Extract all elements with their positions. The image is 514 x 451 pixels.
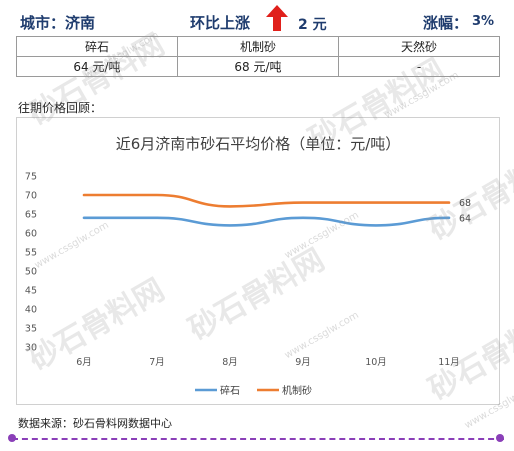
y-tick-label: 30 [25,343,37,354]
y-tick-label: 60 [25,229,37,240]
table-header-row: 碎石 机制砂 天然砂 [16,36,500,57]
up-arrow-icon [266,5,288,31]
divider-dot [8,434,16,442]
y-tick-label: 50 [25,267,37,278]
table-header-cell: 碎石 [16,36,178,57]
trend-label: 环比上涨 [190,14,251,32]
chart-title: 近6月济南市砂石平均价格（单位：元/吨） [116,135,401,153]
y-tick-label: 45 [25,286,37,297]
y-tick-label: 75 [25,172,37,183]
x-tick-label: 11月 [438,357,460,368]
table-header-cell: 天然砂 [338,36,500,57]
x-tick-label: 6月 [76,357,92,368]
city-label: 城市：济南 [20,14,96,32]
table-cell: 64 元/吨 [16,56,178,77]
divider [12,438,504,440]
y-tick-label: 55 [25,248,37,259]
data-label: 68 [459,198,471,209]
legend-label: 机制砂 [282,384,312,397]
change-value: 2 元 [298,17,327,33]
y-tick-label: 65 [25,210,37,221]
x-tick-label: 10月 [365,357,387,368]
y-tick-label: 35 [25,324,37,335]
legend-label: 碎石 [220,384,240,397]
x-tick-label: 7月 [149,357,165,368]
y-tick-label: 40 [25,305,37,316]
history-label: 往期价格回顾： [18,101,103,115]
divider-dot [496,434,504,442]
table-cell: - [338,56,500,77]
x-tick-label: 9月 [295,357,311,368]
range-value: 3% [472,14,495,29]
series-line-machine-sand [82,193,451,208]
y-tick-label: 70 [25,191,37,202]
range-label: 涨幅： [423,14,469,32]
table-header-cell: 机制砂 [177,36,339,57]
x-tick-label: 8月 [222,357,238,368]
series-line-crushed-stone [82,216,451,227]
data-label: 64 [459,213,471,224]
price-table: 碎石 机制砂 天然砂 64 元/吨 68 元/吨 - [16,36,500,77]
header: 城市：济南 环比上涨 2 元 涨幅： 3% [0,0,514,38]
table-row: 64 元/吨 68 元/吨 - [16,56,500,77]
chart: 近6月济南市砂石平均价格（单位：元/吨） 30 35 40 45 50 55 60 65 70 75… [16,117,500,405]
watermark-url: www.cssglw.com [382,69,461,122]
source-note: 数据来源：砂石骨料网数据中心 [18,417,172,430]
table-cell: 68 元/吨 [177,56,339,77]
chart-svg: 近6月济南市砂石平均价格（单位：元/吨） 30 35 40 45 50 55 60 65 70 75… [25,135,471,397]
